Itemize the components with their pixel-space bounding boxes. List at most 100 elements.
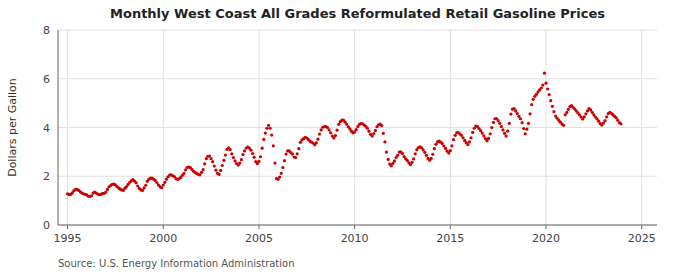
point (619, 122, 622, 125)
x-grid-line (163, 30, 164, 225)
point (530, 103, 533, 106)
point (337, 123, 340, 126)
x-tick-label: 2005 (245, 232, 273, 245)
x-tick (546, 225, 547, 229)
point (548, 93, 551, 96)
point (497, 119, 500, 122)
point (144, 184, 147, 187)
point (433, 147, 436, 150)
x-tick (450, 225, 451, 229)
point (449, 149, 452, 152)
point (264, 132, 267, 135)
point (461, 136, 464, 139)
x-tick-label: 1995 (54, 232, 82, 245)
x-grid-line (450, 30, 451, 225)
point (230, 152, 233, 155)
point (106, 188, 109, 191)
point (208, 154, 211, 157)
point (251, 152, 254, 155)
point (104, 190, 107, 193)
point (318, 132, 321, 135)
point (221, 164, 224, 167)
point (501, 128, 504, 131)
point (209, 157, 212, 160)
point (387, 158, 390, 161)
x-grid-line (258, 30, 259, 225)
point (603, 119, 606, 122)
point (528, 112, 531, 115)
point (516, 112, 519, 115)
point (482, 134, 485, 137)
point (532, 98, 535, 101)
point (505, 134, 508, 137)
title: Monthly West Coast All Grades Reformulat… (110, 6, 605, 21)
x-tick (354, 225, 355, 229)
point (270, 133, 273, 136)
point (202, 168, 205, 171)
point (396, 154, 399, 157)
point (297, 147, 300, 150)
point (519, 117, 522, 120)
point (605, 115, 608, 118)
point (320, 128, 323, 131)
point (135, 181, 138, 184)
point (143, 186, 146, 189)
point (487, 137, 490, 140)
point (217, 173, 220, 176)
point (544, 82, 547, 85)
point (543, 72, 546, 75)
point (546, 87, 549, 90)
point (355, 128, 358, 131)
point (269, 127, 272, 130)
point (283, 159, 286, 162)
point (160, 186, 163, 189)
point (200, 171, 203, 174)
point (509, 112, 512, 115)
point (224, 153, 227, 156)
y-tick-label: 6 (43, 73, 50, 86)
chart-container: 024681995200020052010201520202025Monthly… (0, 0, 675, 275)
point (450, 144, 453, 147)
point (508, 122, 511, 125)
point (366, 127, 369, 130)
points (66, 72, 623, 199)
x-grid-line (641, 30, 642, 225)
chart: 024681995200020052010201520202025Monthly… (0, 0, 675, 275)
x-grid-line (546, 30, 547, 225)
point (503, 132, 506, 135)
point (203, 162, 206, 165)
point (425, 154, 428, 157)
point (90, 194, 93, 197)
point (500, 125, 503, 128)
x-tick-label: 2000 (149, 232, 177, 245)
point (471, 131, 474, 134)
point (567, 108, 570, 111)
point (241, 153, 244, 156)
point (329, 131, 332, 134)
point (481, 132, 484, 135)
grid (58, 30, 657, 225)
point (294, 156, 297, 159)
point (522, 127, 525, 130)
point (267, 124, 270, 127)
point (466, 143, 469, 146)
point (281, 166, 284, 169)
point (229, 148, 232, 151)
point (278, 175, 281, 178)
point (385, 151, 388, 154)
y-grid-line (58, 30, 657, 31)
point (232, 156, 235, 159)
point (316, 138, 319, 141)
point (514, 109, 517, 112)
point (492, 121, 495, 124)
y-tick-label: 4 (43, 122, 50, 135)
point (163, 181, 166, 184)
point (259, 155, 262, 158)
point (552, 110, 555, 113)
point (240, 158, 243, 161)
point (540, 86, 543, 89)
point (162, 183, 165, 186)
point (257, 160, 260, 163)
point (273, 161, 276, 164)
y-grid-line (58, 176, 657, 177)
